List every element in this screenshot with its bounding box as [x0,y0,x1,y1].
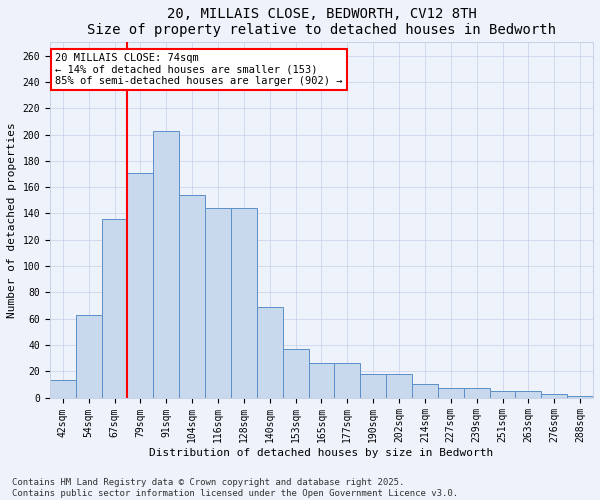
Bar [360,374,386,398]
Bar [179,195,205,398]
Title: 20, MILLAIS CLOSE, BEDWORTH, CV12 8TH
Size of property relative to detached hous: 20, MILLAIS CLOSE, BEDWORTH, CV12 8TH Si… [87,7,556,37]
Bar [386,374,412,398]
Text: 20 MILLAIS CLOSE: 74sqm
← 14% of detached houses are smaller (153)
85% of semi-d: 20 MILLAIS CLOSE: 74sqm ← 14% of detache… [55,53,343,86]
Bar [308,364,334,398]
Bar [541,394,567,398]
Y-axis label: Number of detached properties: Number of detached properties [7,122,17,318]
Bar [127,172,154,398]
Bar [412,384,438,398]
Bar [257,307,283,398]
Bar [205,208,231,398]
Bar [334,364,360,398]
X-axis label: Distribution of detached houses by size in Bedworth: Distribution of detached houses by size … [149,448,494,458]
Bar [50,380,76,398]
Bar [438,388,464,398]
Bar [515,391,541,398]
Bar [567,396,593,398]
Bar [231,208,257,398]
Bar [154,130,179,398]
Bar [464,388,490,398]
Bar [283,349,308,398]
Bar [101,218,127,398]
Bar [490,391,515,398]
Bar [76,314,101,398]
Text: Contains HM Land Registry data © Crown copyright and database right 2025.
Contai: Contains HM Land Registry data © Crown c… [12,478,458,498]
